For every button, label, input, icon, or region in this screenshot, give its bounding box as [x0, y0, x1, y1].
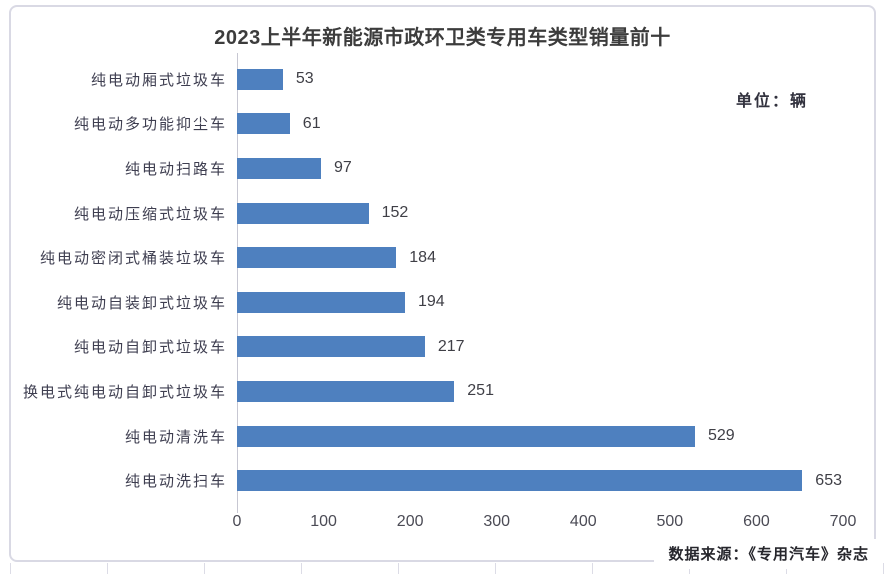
- unit-label: 单位：辆: [735, 93, 808, 110]
- bar-track: 194: [237, 291, 843, 313]
- bar-row: 纯电动多功能抑尘车 61: [11, 102, 843, 147]
- category-label: 纯电动洗扫车: [124, 473, 227, 491]
- bar-track: 61: [237, 113, 843, 135]
- gridline: [107, 563, 108, 574]
- x-axis-tick-label: 200: [396, 513, 424, 530]
- gridline: [301, 563, 302, 574]
- bar-row: 纯电动清洗车 529: [11, 414, 843, 459]
- chart-title: 2023上半年新能源市政环卫类专用车类型销量前十: [214, 27, 671, 49]
- bar-row: 纯电动自卸式垃圾车 217: [11, 325, 843, 370]
- category-axis-line: [237, 53, 238, 513]
- bar-row: 纯电动密闭式桶装垃圾车 184: [11, 235, 843, 280]
- bar-value-label: 194: [417, 293, 445, 311]
- bar-row: 纯电动扫路车 97: [11, 146, 843, 191]
- x-axis-tick-label: 300: [483, 513, 511, 530]
- bar: [237, 247, 397, 269]
- category-label: 纯电动自卸式垃圾车: [73, 339, 227, 357]
- category-label: 纯电动扫路车: [124, 160, 227, 178]
- bar-row: 换电式纯电动自卸式垃圾车 251: [11, 369, 843, 414]
- gridline: [592, 563, 593, 574]
- category-label: 纯电动多功能抑尘车: [73, 116, 227, 134]
- x-axis-tick-label: 500: [656, 513, 684, 530]
- bar-row: 纯电动厢式垃圾车 53: [11, 57, 843, 102]
- bar-row: 纯电动压缩式垃圾车 152: [11, 191, 843, 236]
- bar-track: 184: [237, 247, 843, 269]
- bar-track: 53: [237, 68, 843, 90]
- gridline: [10, 563, 11, 574]
- bar-track: 251: [237, 380, 843, 402]
- bar-value-label: 251: [467, 382, 494, 400]
- bar-value-label: 53: [295, 70, 314, 88]
- bar-value-label: 97: [333, 159, 352, 177]
- bar: [237, 425, 695, 447]
- bar-rows: 纯电动厢式垃圾车 53 纯电动多功能抑尘车 61 纯电动扫路车 97 纯电动压缩式垃圾车 15…: [11, 57, 843, 503]
- bar-track: 529: [237, 425, 843, 447]
- bar: [237, 470, 803, 492]
- bar-row: 纯电动洗扫车 653: [11, 458, 843, 503]
- x-axis-tick-label: 700: [829, 513, 857, 530]
- category-label: 换电式纯电动自卸式垃圾车: [22, 383, 227, 401]
- bar-value-label: 529: [707, 427, 735, 445]
- bar-value-label: 184: [409, 248, 436, 266]
- bar: [237, 68, 283, 90]
- bar: [237, 336, 425, 358]
- bar: [237, 113, 290, 135]
- x-axis: 0 100 200 300 400 500 600 700: [233, 513, 857, 535]
- bar: [237, 291, 405, 313]
- category-label: 纯电动密闭式桶装垃圾车: [39, 250, 227, 268]
- data-source-label: 数据来源：《专用汽车》杂志: [654, 539, 881, 569]
- bar: [237, 157, 321, 179]
- gridline: [398, 563, 399, 574]
- bar-track: 152: [237, 202, 843, 224]
- bar-track: 217: [237, 336, 843, 358]
- x-axis-tick-label: 600: [743, 513, 770, 530]
- category-label: 纯电动厢式垃圾车: [90, 71, 227, 89]
- bar-row: 纯电动自装卸式垃圾车 194: [11, 280, 843, 325]
- category-label: 纯电动清洗车: [124, 428, 227, 446]
- x-axis-tick-label: 0: [232, 513, 242, 530]
- bar-value-label: 217: [437, 337, 465, 355]
- gridline: [495, 563, 496, 574]
- bar-value-label: 653: [815, 471, 842, 489]
- category-label: 纯电动压缩式垃圾车: [73, 205, 227, 223]
- x-axis-tick-label: 400: [569, 513, 597, 530]
- gridline: [883, 563, 884, 574]
- x-axis-tick-label: 100: [310, 513, 337, 530]
- bar: [237, 202, 369, 224]
- category-label: 纯电动自装卸式垃圾车: [56, 294, 227, 312]
- bar-value-label: 61: [302, 114, 321, 132]
- bar-track: 653: [237, 470, 843, 492]
- bar-value-label: 152: [381, 204, 409, 222]
- bar-track: 97: [237, 157, 843, 179]
- gridline: [204, 563, 205, 574]
- chart-frame: 2023上半年新能源市政环卫类专用车类型销量前十 单位：辆 纯电动厢式垃圾车 53…: [9, 5, 881, 569]
- bar: [237, 380, 455, 402]
